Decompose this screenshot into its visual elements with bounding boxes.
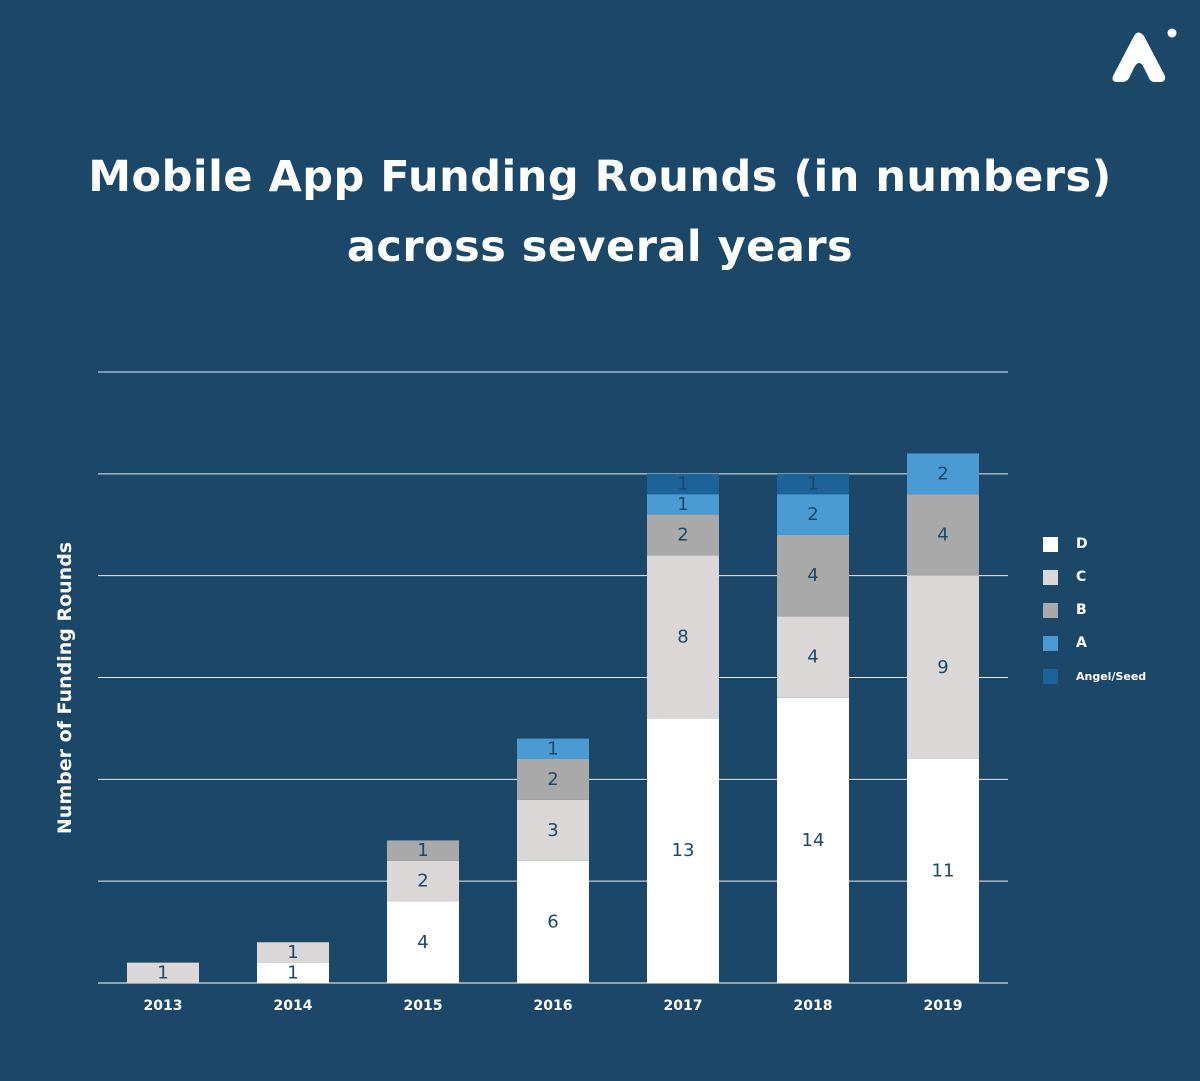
data-label: 1	[547, 738, 558, 759]
bar-segment-2015-d	[387, 901, 459, 983]
data-label: 2	[417, 871, 428, 892]
data-label: 1	[677, 474, 688, 495]
data-label: 11	[932, 860, 955, 881]
bar-segment-2016-b	[517, 758, 589, 800]
bar-segment-2015-b	[387, 840, 459, 861]
x-tick-label: 2019	[924, 998, 963, 1014]
bar-segment-2018-d	[777, 697, 849, 983]
data-label: 1	[807, 474, 818, 495]
chart-title-line-2: across several years	[346, 222, 854, 272]
data-label: 4	[807, 647, 818, 668]
data-label: 1	[157, 962, 168, 983]
legend-label: A	[1076, 635, 1087, 651]
bar-segment-2018-b	[777, 534, 849, 617]
data-label: 3	[547, 820, 558, 841]
data-label: 2	[547, 769, 558, 790]
x-tick-label: 2018	[794, 998, 833, 1014]
data-label: 1	[417, 840, 428, 861]
x-tick-label: 2017	[664, 998, 703, 1014]
bar-segment-2016-c	[517, 799, 589, 861]
bar-segment-2018-c	[777, 616, 849, 698]
legend-label: D	[1076, 536, 1088, 552]
legend-label: C	[1076, 569, 1087, 585]
bar-segment-2017-a	[647, 494, 719, 515]
brand-logo-icon	[1112, 28, 1177, 82]
x-tick-label: 2013	[144, 998, 183, 1014]
data-label: 4	[807, 565, 818, 586]
bar-segment-2019-d	[907, 758, 979, 983]
data-label: 1	[287, 962, 298, 983]
x-tick-label: 2014	[274, 998, 313, 1014]
legend-label: Angel/Seed	[1076, 670, 1147, 683]
bar-segment-2019-c	[907, 575, 979, 759]
data-label: 2	[807, 504, 818, 525]
bar-segment-2014-c	[257, 942, 329, 963]
legend-swatch	[1043, 603, 1058, 618]
bar-segment-2017-angel-seed	[647, 473, 719, 495]
legend-swatch	[1043, 636, 1058, 651]
bar-segment-2015-c	[387, 860, 459, 902]
data-label: 1	[677, 494, 688, 515]
bar-segment-2018-angel-seed	[777, 473, 849, 495]
bar-segment-2017-b	[647, 514, 719, 556]
bar-segment-2016-a	[517, 738, 589, 759]
data-label: 4	[417, 932, 428, 953]
data-label: 2	[677, 524, 688, 545]
bar-segment-2016-d	[517, 860, 589, 983]
data-label: 9	[937, 657, 948, 678]
legend-swatch	[1043, 669, 1058, 684]
bar-segment-2013-c	[127, 962, 199, 983]
data-label: 1	[287, 942, 298, 963]
bar-segment-2017-c	[647, 555, 719, 719]
x-tick-label: 2016	[534, 998, 573, 1014]
data-label: 13	[672, 840, 695, 861]
chart-title: Mobile App Funding Rounds (in numbers) a…	[0, 142, 1200, 282]
bar-segment-2019-a	[907, 453, 979, 495]
legend-swatch	[1043, 537, 1058, 552]
data-label: 6	[547, 911, 558, 932]
data-label: 4	[937, 524, 948, 545]
x-tick-label: 2015	[404, 998, 443, 1014]
bar-segment-2019-b	[907, 494, 979, 576]
bar-segment-2018-a	[777, 494, 849, 535]
data-label: 2	[937, 463, 948, 484]
data-label: 14	[802, 830, 825, 851]
data-label: 8	[677, 626, 688, 647]
bar-segment-2014-d	[257, 962, 329, 983]
legend-label: B	[1076, 602, 1087, 618]
legend-swatch	[1043, 570, 1058, 585]
bar-segment-2017-d	[647, 718, 719, 983]
chart-title-line-1: Mobile App Funding Rounds (in numbers)	[88, 152, 1112, 202]
